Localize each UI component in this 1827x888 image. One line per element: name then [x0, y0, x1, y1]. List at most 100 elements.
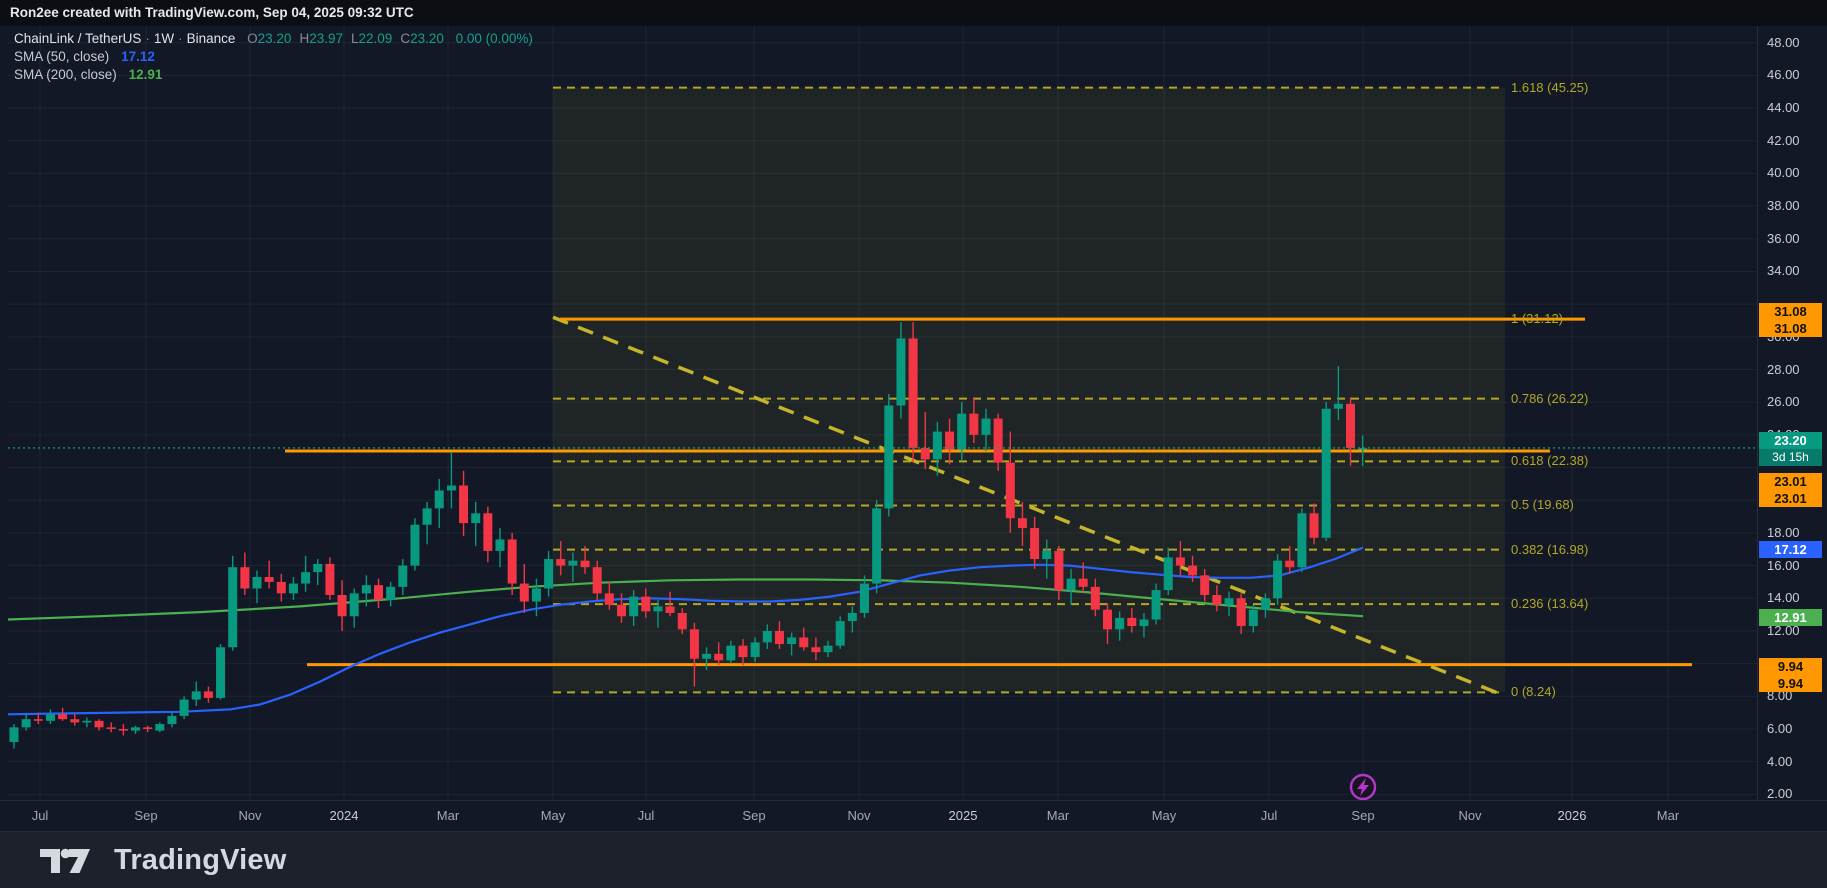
price-tick-label: 48.00: [1767, 34, 1800, 50]
price-tick-label: 38.00: [1767, 198, 1800, 214]
symbol-legend-row[interactable]: ChainLink / TetherUS · 1W · Binance O23.20 H2…: [14, 30, 533, 48]
candle-body: [1346, 403, 1355, 448]
indicator-legend-sma200[interactable]: SMA (200, close) 12.91: [14, 66, 533, 84]
time-tick-label: Sep: [1351, 808, 1375, 823]
tradingview-logo-icon: [40, 848, 90, 873]
candle-body: [434, 490, 444, 509]
indicator-legend-sma50[interactable]: SMA (50, close) 17.12: [14, 48, 533, 66]
sma200-label: SMA (200, close): [14, 67, 117, 82]
price-axis[interactable]: 48.00 46.00 44.00 42.00 40.00 38.00 36.00 34.00…: [1757, 26, 1827, 831]
time-axis[interactable]: Jul Sep Nov 2024 Mar May Jul Sep Nov 2025 Mar May Ju…: [0, 800, 1827, 831]
ohlc-key: O: [247, 31, 258, 46]
candle-body: [361, 585, 371, 594]
candle-body: [884, 405, 894, 509]
fib-level-label: 1.618 (45.25): [1511, 79, 1589, 95]
candle-body: [70, 719, 80, 723]
fib-level-label: 0.618 (22.38): [1511, 453, 1589, 469]
ohlc-values: O23.20 H23.97 L22.09 C23.20: [239, 31, 444, 46]
candle-body: [835, 621, 845, 646]
candle-body: [1285, 560, 1295, 568]
candle-body: [1200, 575, 1210, 595]
candle-body: [1175, 557, 1185, 566]
lightning-event-icon[interactable]: [1349, 773, 1377, 801]
candle-body: [774, 630, 784, 645]
candle-body: [556, 559, 566, 566]
candle-body: [155, 724, 165, 731]
ohlc-value: 23.97: [309, 31, 343, 46]
candle-body: [1333, 403, 1343, 409]
price-badge: 31.08: [1759, 302, 1822, 320]
candle-body: [1260, 598, 1270, 610]
candle-body: [1358, 447, 1368, 450]
price-tick-label: 34.00: [1767, 263, 1800, 279]
fib-level-label: 0 (8.24): [1511, 684, 1556, 700]
candle-body: [167, 715, 177, 725]
candle-body: [1224, 598, 1234, 605]
candle-body: [94, 720, 104, 728]
candle-body: [1321, 408, 1331, 538]
sma200-value: 12.91: [128, 67, 163, 82]
price-badge: 9.94: [1759, 657, 1822, 675]
ohlc-value: 23.20: [257, 31, 292, 46]
candle-body: [592, 567, 602, 594]
price-tick-label: 26.00: [1767, 394, 1800, 410]
candle-body: [1054, 550, 1064, 591]
candle-body: [1066, 578, 1076, 591]
bottom-bar: TradingView: [0, 831, 1827, 888]
change-value: 0.00 (0.00%): [455, 31, 533, 46]
price-tick-label: 2.00: [1767, 786, 1793, 802]
candle-body: [1151, 590, 1161, 620]
candle-body: [957, 413, 967, 450]
fib-level-label: 0.236 (13.64): [1511, 596, 1589, 612]
candle-body: [604, 593, 614, 605]
candle-body: [58, 714, 68, 720]
candle-body: [920, 447, 930, 460]
candle-body: [1090, 586, 1100, 610]
descending-trendline[interactable]: [552, 315, 1501, 696]
interval-label: 1W: [153, 31, 175, 46]
candle-body: [1236, 598, 1246, 627]
candle-body: [483, 513, 493, 551]
sma50-value: 17.12: [121, 49, 155, 64]
tradingview-logo[interactable]: TradingView: [38, 842, 287, 878]
candle-body: [653, 606, 663, 612]
candle-body: [1103, 609, 1112, 630]
candle-body: [969, 413, 979, 435]
chart-plot-area[interactable]: [0, 26, 1827, 831]
time-tick-label: Nov: [1458, 808, 1482, 823]
candle-body: [398, 565, 408, 587]
time-tick-label: Jul: [637, 808, 655, 823]
candle-body: [374, 585, 383, 600]
price-badge: 3d 15h: [1759, 448, 1822, 466]
price-badge: 12.91: [1759, 608, 1822, 626]
sma50-label: SMA (50, close): [14, 49, 110, 64]
candlestick-series: [9, 322, 1368, 749]
candle-body: [519, 583, 529, 602]
time-tick-label: Nov: [238, 808, 262, 823]
candle-body: [1309, 513, 1319, 538]
candle-body: [1163, 557, 1173, 591]
attribution-text: Ron2ee created with TradingView.com, Sep…: [10, 5, 414, 20]
candle-body: [216, 647, 226, 698]
grid-lines: [8, 26, 1757, 800]
price-tick-label: 44.00: [1767, 100, 1800, 116]
price-tick-label: 16.00: [1767, 557, 1800, 573]
candle-body: [993, 418, 1003, 463]
candle-body: [240, 567, 250, 589]
price-badge: 23.01: [1759, 489, 1822, 507]
fib-level-label: 0.382 (16.98): [1511, 541, 1589, 557]
candle-body: [580, 560, 590, 568]
time-tick-label: Jul: [31, 808, 49, 823]
price-tick-label: 36.00: [1767, 230, 1800, 246]
candle-body: [471, 513, 481, 524]
price-tick-label: 18.00: [1767, 524, 1800, 540]
candle-body: [446, 485, 456, 491]
lightning-icon-bolt: [1357, 778, 1369, 796]
candle-body: [738, 645, 748, 658]
candle-body: [1127, 617, 1137, 627]
candle-body: [203, 691, 213, 698]
candle-body: [823, 645, 833, 653]
candle-body: [1212, 594, 1222, 605]
fib-level-label: 0.5 (19.68): [1511, 497, 1574, 513]
candle-body: [1188, 565, 1198, 576]
